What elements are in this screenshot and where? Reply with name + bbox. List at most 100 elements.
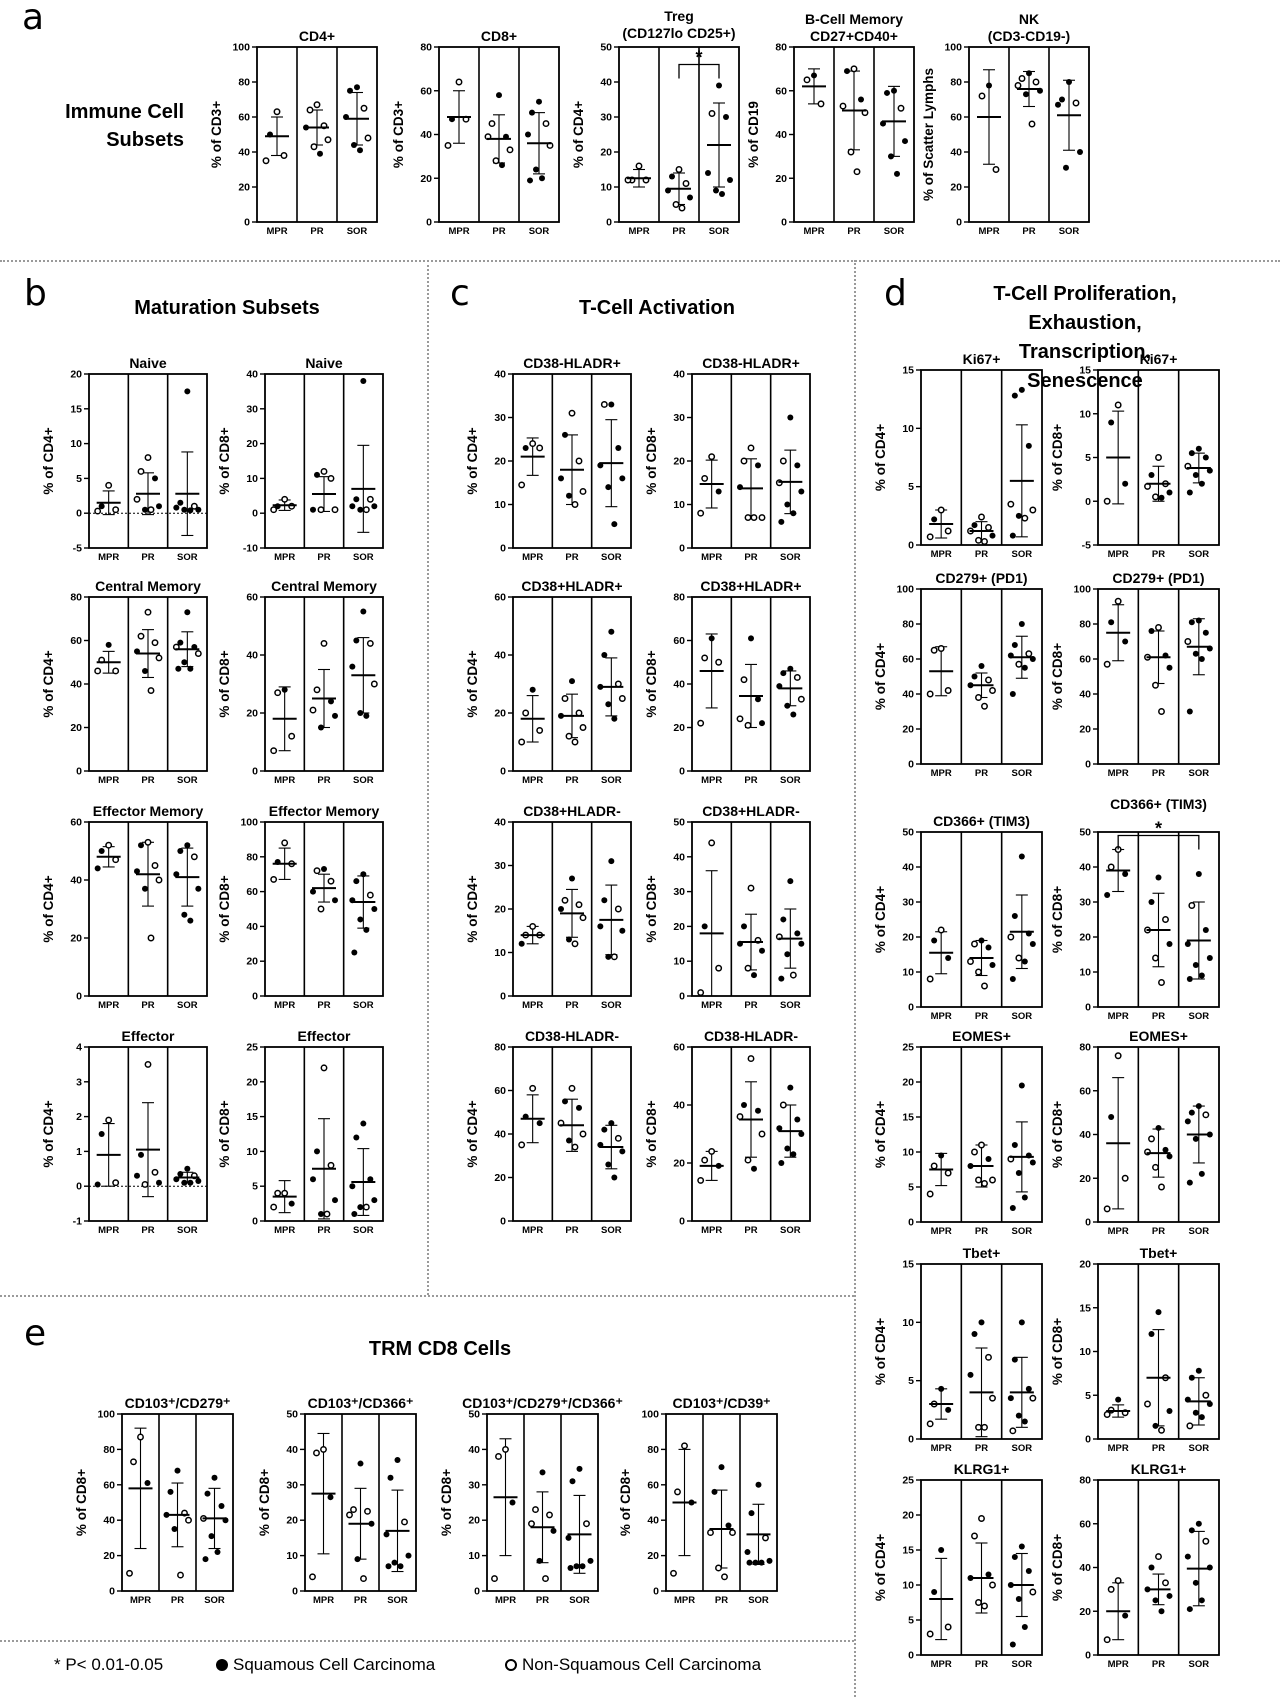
data-point-non-squamous [978,1515,985,1522]
data-point-non-squamous [144,1060,152,1068]
data-point-squamous [798,488,805,495]
data-point-squamous [536,1557,543,1564]
data-point-non-squamous [194,650,202,657]
y-tick-label: 50 [468,1409,480,1421]
data-point-non-squamous [502,1445,509,1453]
chart-plot: 0 10 20 30 40 % of CD4+ MPR PR SOR [465,817,632,1011]
data-point-squamous [281,686,288,693]
category-label: SOR [1189,549,1210,560]
data-point-non-squamous [853,168,861,176]
y-tick-label: 0 [109,1586,115,1598]
plot-frame [256,46,378,223]
data-point-squamous [349,663,356,670]
data-point-squamous [1198,656,1205,662]
y-tick-label: 30 [468,1479,480,1491]
open-circle-icon [505,1659,517,1671]
data-point-squamous [751,972,757,979]
chart-plot: 0 10 20 30 40 50 % of CD4+ MPR PR SOR [873,827,1043,1022]
y-axis-label: % of CD8+ [257,1469,272,1536]
data-point-squamous [371,503,378,510]
chart-title: NK (CD3-CD19-) [987,11,1071,44]
data-point-non-squamous [144,454,152,461]
y-axis-label: % of CD8+ [644,875,659,942]
data-point-squamous [1184,1118,1191,1125]
data-point-squamous [1148,472,1155,478]
data-point-squamous [144,1480,151,1487]
category-label: SOR [177,552,198,563]
data-point-squamous [1009,691,1016,697]
plot-frame [1097,1046,1220,1223]
chart-title: CD366+ (TIM3) [933,813,1030,829]
data-point-non-squamous [1103,660,1111,668]
chart-title: Naive [305,355,343,371]
y-axis-label: % of CD8+ [1050,1318,1065,1385]
category-label: MPR [674,1595,695,1606]
data-point-squamous [1011,913,1018,919]
data-point-non-squamous [678,204,686,212]
data-point-non-squamous [151,1168,159,1176]
data-point-squamous [978,663,985,669]
data-point-non-squamous [1158,979,1165,986]
data-point-non-squamous [1114,1052,1122,1060]
data-point-squamous [536,98,542,105]
data-point-non-squamous [926,1420,934,1428]
data-point-squamous [1152,1597,1159,1604]
y-tick-label: 0 [1085,1002,1091,1014]
y-tick-label: 60 [494,1085,506,1097]
data-point-squamous [354,84,360,91]
data-point-non-squamous [926,690,934,698]
y-tick-label: 100 [641,1409,659,1421]
data-point-squamous [499,162,505,169]
data-point-squamous [989,532,996,539]
y-axis-label: % of CD4+ [41,427,56,494]
category-label: SOR [353,775,374,786]
data-point-non-squamous [1144,1400,1151,1408]
chart-d-eomes-of-cd8: EOMES+ 0 20 40 60 80 % of CD8+ MPR PR SOR [1050,1028,1220,1237]
data-point-non-squamous [320,1445,327,1453]
chart-b-effector-memory-of-cd4: Effector Memory 0 20 40 60 % of CD4+ MPR PR SOR [41,803,208,1011]
data-point-squamous [978,1319,985,1326]
data-point-squamous [1192,650,1199,657]
y-tick-label: 20 [673,722,685,734]
data-point-squamous [328,698,334,705]
y-tick-label: 20 [494,1172,506,1184]
data-point-non-squamous [313,686,321,694]
y-axis-label: % of CD8+ [644,1100,659,1167]
data-point-non-squamous [635,162,643,170]
data-point-non-squamous [747,884,755,892]
chart-title: Effector [121,1028,175,1044]
plot-frame [691,1046,811,1222]
data-point-non-squamous [1158,1183,1165,1191]
data-point-non-squamous [708,1147,716,1155]
chart-d-tbet-of-cd4: Tbet+ 0 5 10 15 % of CD4+ MPR PR SOR [873,1245,1043,1454]
data-point-squamous [716,82,722,89]
y-tick-label: 60 [950,112,962,124]
data-point-non-squamous [151,639,159,647]
y-tick-label: 5 [76,473,82,485]
y-tick-label: 0 [252,766,258,778]
data-point-squamous [858,96,864,103]
y-axis-label: % of CD8+ [644,650,659,717]
chart-c-cd38-hladr-of-cd4: CD38+HLADR- 0 10 20 30 40 % of CD4+ MPR PR SOR [465,803,632,1011]
y-tick-label: 40 [902,689,914,701]
data-point-squamous [978,937,985,944]
data-point-squamous [1152,1422,1159,1429]
category-label: MPR [1108,1226,1129,1237]
y-tick-label: 0 [956,217,962,229]
y-tick-label: 50 [1079,827,1091,839]
category-label: MPR [931,1659,952,1670]
chart-title: CD38-HLADR- [703,1028,799,1044]
y-tick-label: 80 [238,77,250,89]
data-point-non-squamous [288,732,296,740]
y-axis-label: % of CD4+ [873,1534,888,1601]
y-tick-label: 60 [246,886,258,898]
y-tick-label: 30 [1079,897,1091,909]
chart-title: Naive [129,355,167,371]
plot-frame [920,831,1043,1008]
data-point-squamous [605,701,612,708]
data-point-non-squamous [1015,954,1023,962]
data-point-non-squamous [529,440,537,448]
chart-plot: 0 20 40 60 % of CD8+ MPR PR SOR [217,592,384,786]
y-tick-label: 20 [673,456,685,468]
chart-b-central-memory-of-cd8: Central Memory 0 20 40 60 % of CD8+ MPR PR SOR [217,578,384,786]
